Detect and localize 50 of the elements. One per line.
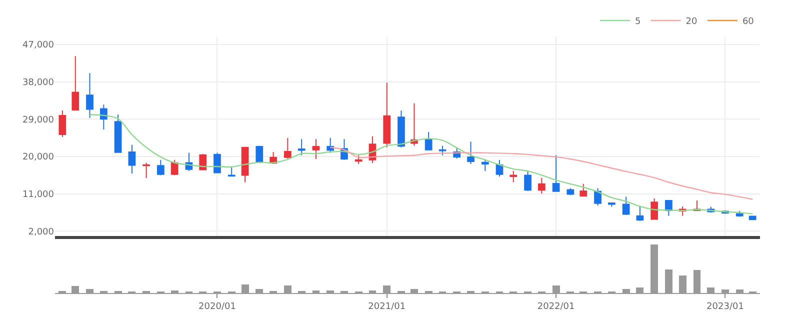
y-tick-label: 47,000 (22, 40, 54, 51)
candlestick (424, 132, 432, 151)
candlestick (86, 72, 94, 118)
candlestick (228, 166, 236, 177)
candlestick (326, 137, 334, 154)
x-tick-label: 2023/01 (706, 302, 744, 312)
candlestick (594, 188, 602, 206)
y-tick-label: 38,000 (22, 78, 54, 88)
candlestick (170, 159, 178, 176)
candlestick (481, 158, 489, 172)
y-tick-label: 2,000 (28, 227, 54, 238)
candlestick (312, 138, 320, 160)
candlestick (256, 145, 264, 163)
candlestick (467, 141, 474, 164)
x-tick-label: 2020/01 (198, 302, 236, 312)
candlestick (665, 200, 672, 216)
candlestick (636, 206, 644, 222)
candlestick (241, 146, 249, 183)
candlestick (72, 56, 80, 111)
candlestick (157, 159, 164, 176)
candlestick (524, 170, 532, 192)
candlestick (142, 162, 150, 179)
candlestick (650, 198, 658, 220)
candlestick (383, 82, 391, 148)
line-series (89, 114, 754, 214)
candlestick (128, 144, 136, 174)
legend-label: 20 (686, 17, 698, 28)
candlestick (100, 104, 108, 130)
legend-label: 5 (635, 17, 641, 28)
y-tick-label: 29,000 (22, 115, 54, 126)
y-tick-label: 11,000 (22, 190, 54, 200)
candlestick (298, 138, 306, 156)
candlestick (114, 114, 122, 154)
candlestick (622, 196, 630, 216)
candlestick (566, 188, 574, 196)
candlestick (58, 110, 66, 138)
candlestick (398, 110, 405, 148)
y-tick-label: 20,000 (22, 152, 54, 163)
x-tick-label: 2021/01 (368, 302, 406, 312)
candlestick (284, 137, 292, 160)
candlestick (214, 152, 221, 174)
x-tick-label: 2022/01 (537, 302, 575, 312)
line-series (330, 146, 754, 200)
candlestick (580, 183, 588, 196)
candlestick (552, 154, 560, 192)
candlestick (608, 202, 616, 208)
candlestick (538, 177, 546, 194)
legend-label: 60 (742, 17, 754, 28)
candlestick (199, 154, 207, 170)
candlestick (510, 170, 518, 183)
